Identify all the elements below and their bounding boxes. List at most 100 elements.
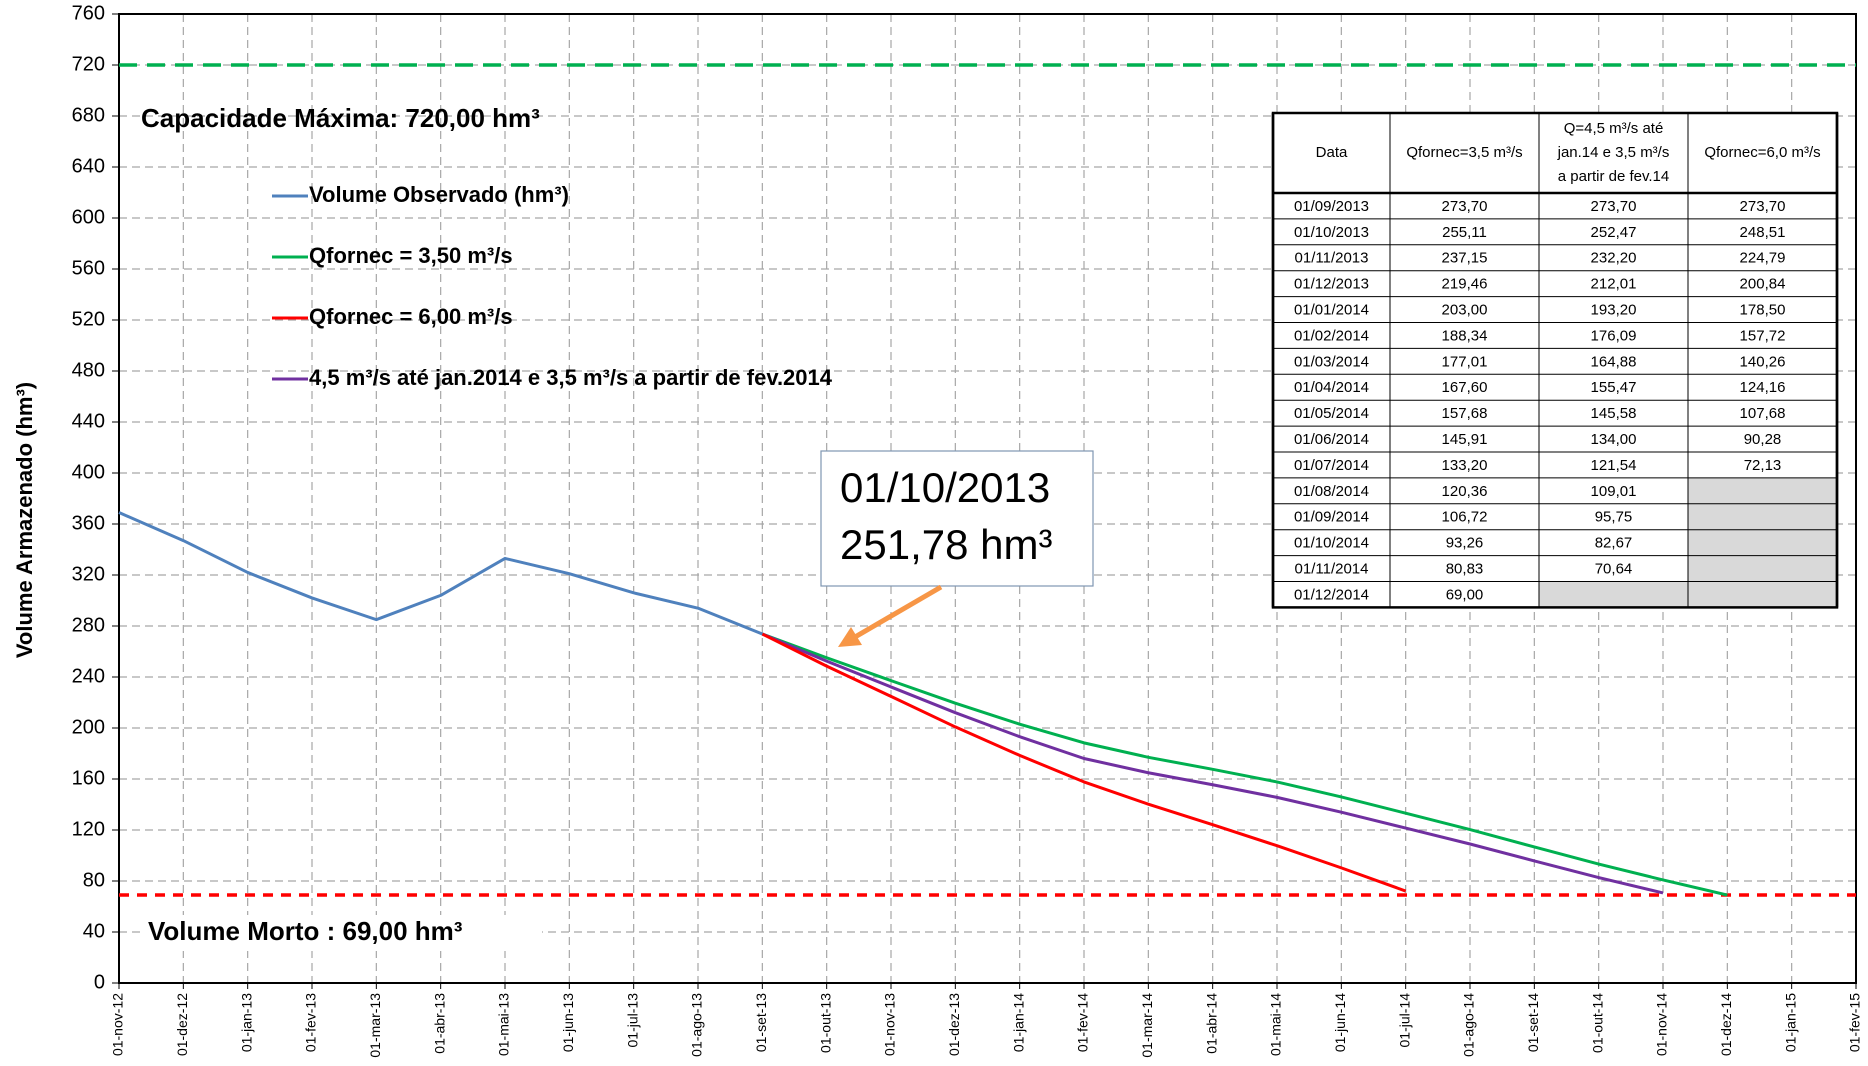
table-date: 01/11/2014 xyxy=(1295,561,1369,578)
table-cell: 164,88 xyxy=(1591,353,1637,370)
x-tick-label: 01-fev-15 xyxy=(1847,993,1863,1052)
x-tick-label: 01-jun-13 xyxy=(560,993,576,1052)
x-tick-label: 01-dez-12 xyxy=(174,993,190,1056)
table-date: 01/04/2014 xyxy=(1294,379,1369,396)
x-tick-label: 01-jan-15 xyxy=(1782,993,1798,1052)
legend-label: Qfornec = 6,00 m³/s xyxy=(309,304,513,329)
y-tick-label: 760 xyxy=(72,2,105,24)
x-tick-label: 01-ago-13 xyxy=(689,993,705,1057)
table-header: a partir de fev.14 xyxy=(1558,168,1669,185)
y-tick-label: 680 xyxy=(72,104,105,126)
table-empty-cell xyxy=(1688,477,1837,504)
y-tick-label: 120 xyxy=(72,818,105,840)
y-tick-label: 80 xyxy=(83,869,105,891)
table-cell: 193,20 xyxy=(1591,302,1637,319)
y-tick-label: 0 xyxy=(94,971,105,993)
callout-box xyxy=(820,450,1094,587)
table-cell: 255,11 xyxy=(1442,224,1487,241)
table-date: 01/03/2014 xyxy=(1294,353,1369,370)
x-tick-label: 01-mar-14 xyxy=(1139,993,1155,1058)
table-date: 01/08/2014 xyxy=(1294,483,1369,500)
table-cell: 273,70 xyxy=(1740,198,1786,215)
table-cell: 134,00 xyxy=(1591,431,1637,448)
table-cell: 273,70 xyxy=(1591,198,1637,215)
table-header: jan.14 e 3,5 m³/s xyxy=(1557,144,1670,161)
y-tick-label: 560 xyxy=(72,257,105,279)
x-tick-label: 01-jul-13 xyxy=(624,993,640,1048)
table-header: Data xyxy=(1316,144,1348,161)
table-cell: 252,47 xyxy=(1591,224,1637,241)
table-cell: 155,47 xyxy=(1591,379,1637,396)
table-cell: 188,34 xyxy=(1442,327,1488,344)
table-cell: 248,51 xyxy=(1740,224,1786,241)
table-date: 01/06/2014 xyxy=(1294,431,1369,448)
table-date: 01/09/2014 xyxy=(1294,509,1369,526)
table-cell: 70,64 xyxy=(1595,561,1633,578)
x-tick-label: 01-mar-13 xyxy=(367,993,383,1058)
x-tick-label: 01-abr-13 xyxy=(431,993,447,1054)
x-tick-label: 01-nov-12 xyxy=(110,993,126,1056)
x-tick-label: 01-mai-14 xyxy=(1268,993,1284,1056)
callout-text: 01/10/2013 xyxy=(840,464,1050,511)
table-cell: 72,13 xyxy=(1744,457,1782,474)
x-tick-label: 01-jul-14 xyxy=(1396,993,1412,1048)
table-date: 01/10/2014 xyxy=(1294,535,1369,552)
table-empty-cell xyxy=(1688,555,1837,582)
legend-label: Qfornec = 3,50 m³/s xyxy=(309,243,513,268)
table-empty-cell xyxy=(1688,529,1837,556)
table-cell: 121,54 xyxy=(1591,457,1637,474)
x-tick-label: 01-abr-14 xyxy=(1203,993,1219,1054)
table-cell: 224,79 xyxy=(1740,250,1786,267)
table-header: Qfornec=3,5 m³/s xyxy=(1406,144,1522,161)
y-axis-label: Volume Armazenado (hm³) xyxy=(12,382,37,658)
table-cell: 140,26 xyxy=(1740,353,1786,370)
x-tick-label: 01-jun-14 xyxy=(1332,993,1348,1052)
table-empty-cell xyxy=(1539,581,1688,608)
table-cell: 232,20 xyxy=(1591,250,1637,267)
table-cell: 157,72 xyxy=(1740,327,1786,344)
y-tick-label: 280 xyxy=(72,614,105,636)
legend-label: 4,5 m³/s até jan.2014 e 3,5 m³/s a parti… xyxy=(309,365,833,390)
series-line xyxy=(118,511,763,636)
series-line xyxy=(761,632,1407,893)
table-cell: 200,84 xyxy=(1740,276,1786,293)
table-date: 01/12/2014 xyxy=(1294,586,1369,603)
x-tick-label: 01-dez-13 xyxy=(946,993,962,1056)
table-cell: 95,75 xyxy=(1595,509,1633,526)
y-tick-label: 40 xyxy=(83,920,105,942)
y-tick-label: 320 xyxy=(72,563,105,585)
table-header: Qfornec=6,0 m³/s xyxy=(1704,144,1820,161)
x-tick-label: 01-ago-14 xyxy=(1461,993,1477,1057)
y-tick-label: 360 xyxy=(72,512,105,534)
callout-arrow xyxy=(853,584,943,640)
table-date: 01/11/2013 xyxy=(1295,250,1369,267)
table-cell: 124,16 xyxy=(1740,379,1786,396)
table-cell: 145,91 xyxy=(1442,431,1488,448)
x-tick-label: 01-nov-13 xyxy=(882,993,898,1056)
x-tick-label: 01-fev-13 xyxy=(303,993,319,1052)
table-cell: 106,72 xyxy=(1442,509,1488,526)
y-tick-label: 240 xyxy=(72,665,105,687)
table-cell: 167,60 xyxy=(1442,379,1488,396)
y-tick-label: 200 xyxy=(72,716,105,738)
series-line xyxy=(761,632,1728,897)
table-cell: 107,68 xyxy=(1740,405,1786,422)
label-bg xyxy=(142,915,542,951)
legend-label: Volume Observado (hm³) xyxy=(309,182,569,207)
plot-frame xyxy=(118,13,1857,984)
table-date: 01/12/2013 xyxy=(1294,276,1369,293)
y-tick-label: 600 xyxy=(72,206,105,228)
table-cell: 178,50 xyxy=(1740,302,1786,319)
table-cell: 69,00 xyxy=(1446,586,1484,603)
series-line xyxy=(761,632,1664,895)
table-cell: 212,01 xyxy=(1591,276,1637,293)
callout-arrowhead xyxy=(838,627,862,647)
y-tick-label: 720 xyxy=(72,53,105,75)
table-date: 01/07/2014 xyxy=(1294,457,1369,474)
table-empty-cell xyxy=(1688,581,1837,608)
table-cell: 109,01 xyxy=(1591,483,1637,500)
table-cell: 203,00 xyxy=(1442,302,1488,319)
table-cell: 177,01 xyxy=(1442,353,1488,370)
table-cell: 80,83 xyxy=(1446,561,1484,578)
reference-label: Capacidade Máxima: 720,00 hm³ xyxy=(141,103,540,133)
